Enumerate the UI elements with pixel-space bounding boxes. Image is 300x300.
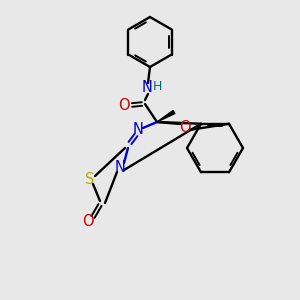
Text: N: N xyxy=(142,80,152,95)
Text: N: N xyxy=(133,122,143,137)
Text: N: N xyxy=(115,160,125,175)
Text: O: O xyxy=(179,121,191,136)
Text: O: O xyxy=(118,98,130,112)
Text: H: H xyxy=(152,80,162,94)
Text: O: O xyxy=(82,214,94,230)
Text: S: S xyxy=(85,172,95,188)
Polygon shape xyxy=(157,110,175,122)
